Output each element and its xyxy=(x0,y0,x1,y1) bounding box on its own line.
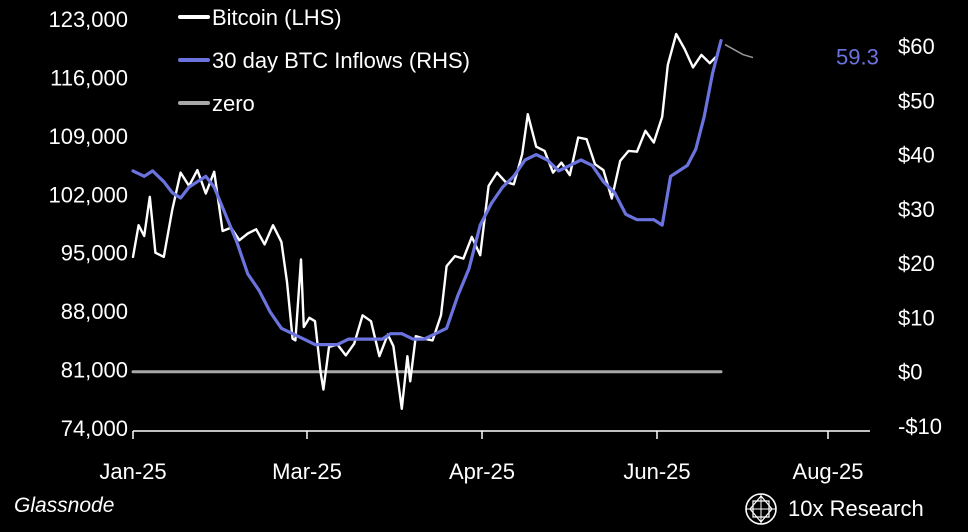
left-tick-label: 88,000 xyxy=(61,299,128,324)
end-annotation: 59.3 xyxy=(724,43,879,70)
source-label: Glassnode xyxy=(14,494,115,517)
left-tick-label: 109,000 xyxy=(48,124,128,149)
end-value-label: 59.3 xyxy=(836,45,879,70)
legend-label: 30 day BTC Inflows (RHS) xyxy=(212,48,470,73)
right-tick-label: $50 xyxy=(898,88,935,113)
legend: Bitcoin (LHS) 30 day BTC Inflows (RHS) zer… xyxy=(178,5,470,116)
brand: 10x Research xyxy=(744,492,924,526)
inflows-line xyxy=(131,38,723,347)
left-tick-label: 81,000 xyxy=(61,358,128,383)
x-tick-label: Aug-25 xyxy=(793,459,864,484)
right-tick-label: $60 xyxy=(898,34,935,59)
legend-label: zero xyxy=(212,91,255,116)
right-tick-label: $0 xyxy=(898,360,922,385)
x-tick-label: Mar-25 xyxy=(272,459,342,484)
left-tick-label: 123,000 xyxy=(48,7,128,32)
x-tick-label: Jun-25 xyxy=(623,459,690,484)
legend-label: Bitcoin (LHS) xyxy=(212,5,342,30)
brand-name: 10x Research xyxy=(788,496,924,521)
x-axis: Jan-25 Mar-25 Apr-25 Jun-25 Aug-25 xyxy=(99,430,870,484)
right-tick-label: $40 xyxy=(898,143,935,168)
right-tick-label: $10 xyxy=(898,305,935,330)
geometric-logo-icon xyxy=(745,493,777,525)
left-tick-label: 116,000 xyxy=(50,65,128,90)
left-tick-label: 95,000 xyxy=(61,241,128,266)
right-tick-label: $30 xyxy=(898,197,935,222)
x-tick-label: Apr-25 xyxy=(449,459,515,484)
left-tick-label: 74,000 xyxy=(61,416,128,441)
right-axis-ticks: -$10 $0 $10 $20 $30 $40 $50 $60 xyxy=(898,34,942,439)
series-layer xyxy=(131,32,723,410)
right-tick-label: $20 xyxy=(898,251,935,276)
right-tick-label: -$10 xyxy=(898,414,942,439)
left-tick-label: 102,000 xyxy=(48,182,128,207)
x-tick-label: Jan-25 xyxy=(99,459,166,484)
left-axis-ticks: 74,000 81,000 88,000 95,000 102,000 109,000 11… xyxy=(48,7,128,441)
annotation-leader-line xyxy=(724,43,754,59)
